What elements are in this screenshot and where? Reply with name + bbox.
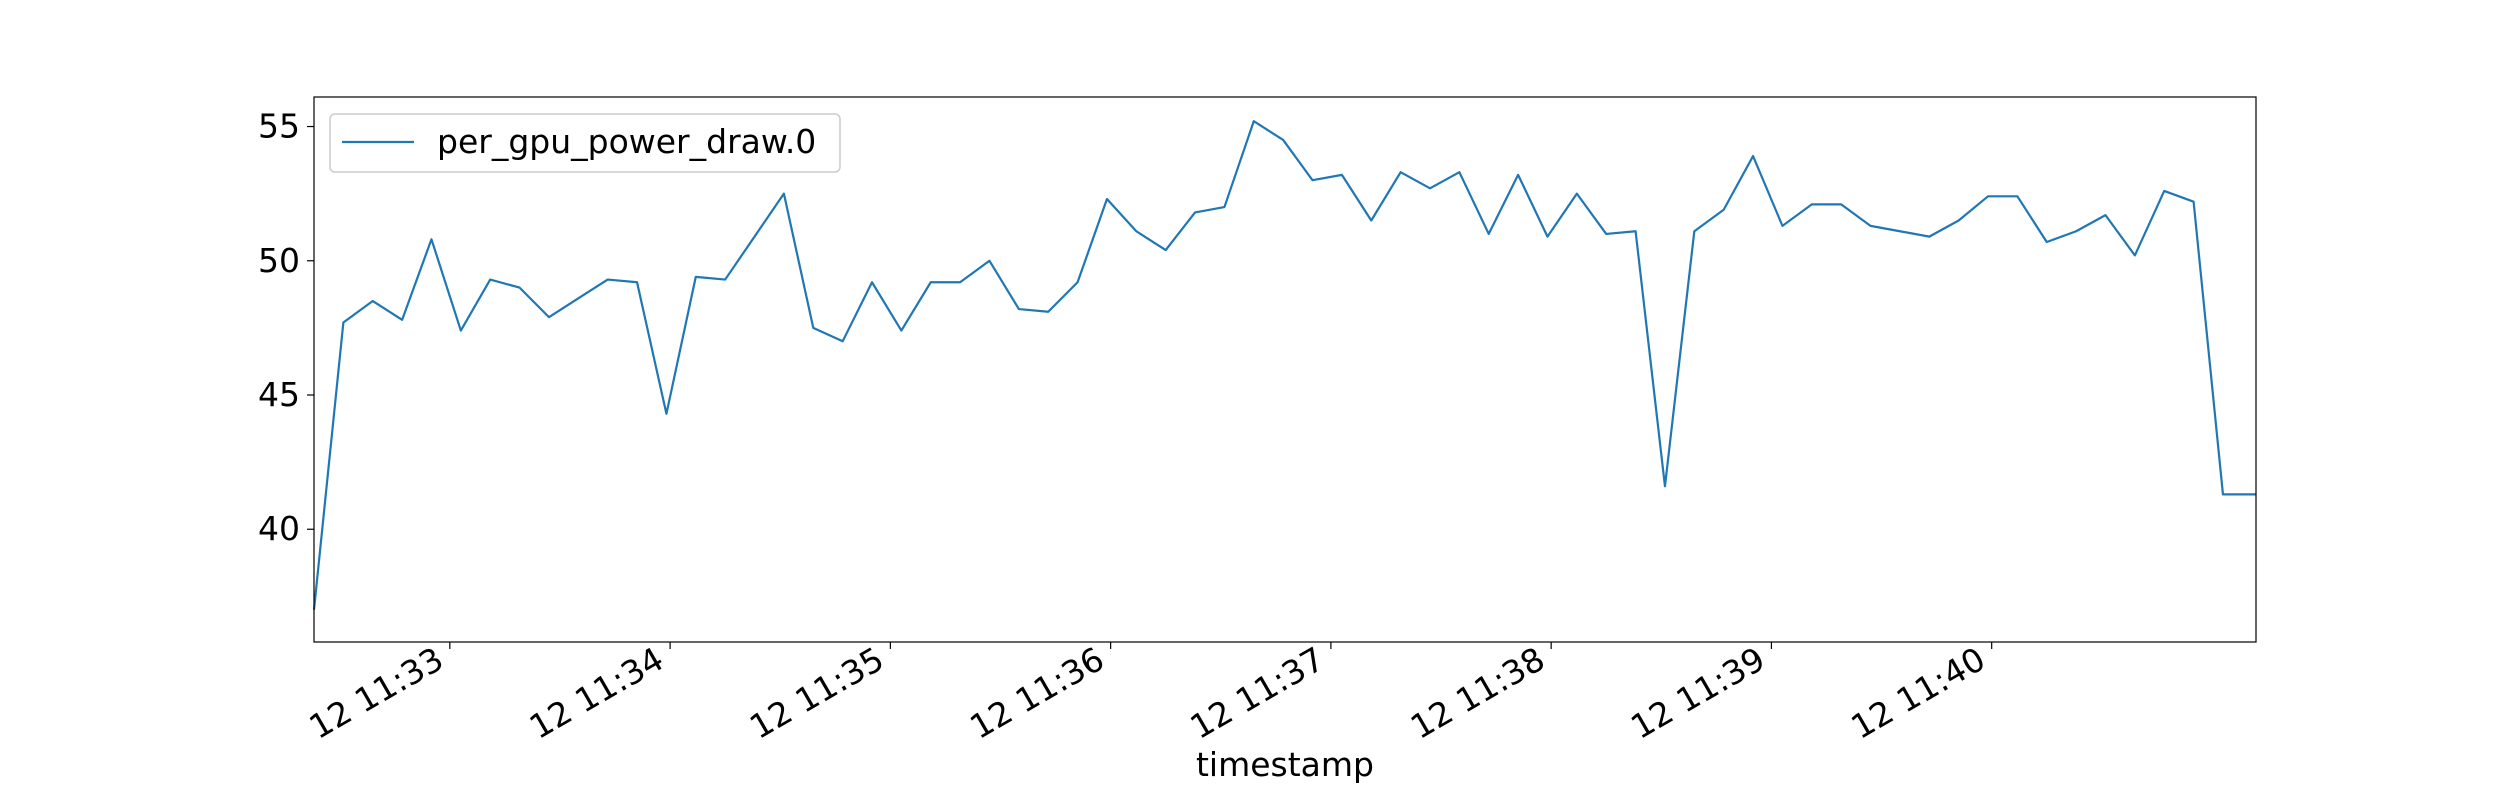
y-tick-label: 50: [258, 241, 300, 280]
legend: per_gpu_power_draw.0: [329, 113, 841, 173]
y-tick-label: 40: [258, 509, 300, 548]
plot-area: [312, 96, 2257, 643]
y-axis: 40 45 50 55: [258, 107, 314, 548]
y-tick-label: 45: [258, 375, 300, 414]
x-axis-label: timestamp: [1196, 745, 1374, 784]
y-tick-label: 55: [258, 107, 300, 146]
series-line-0: [312, 120, 2256, 610]
legend-box: [329, 113, 841, 173]
legend-label: per_gpu_power_draw.0: [437, 122, 816, 161]
plot-frame: [313, 96, 2257, 643]
